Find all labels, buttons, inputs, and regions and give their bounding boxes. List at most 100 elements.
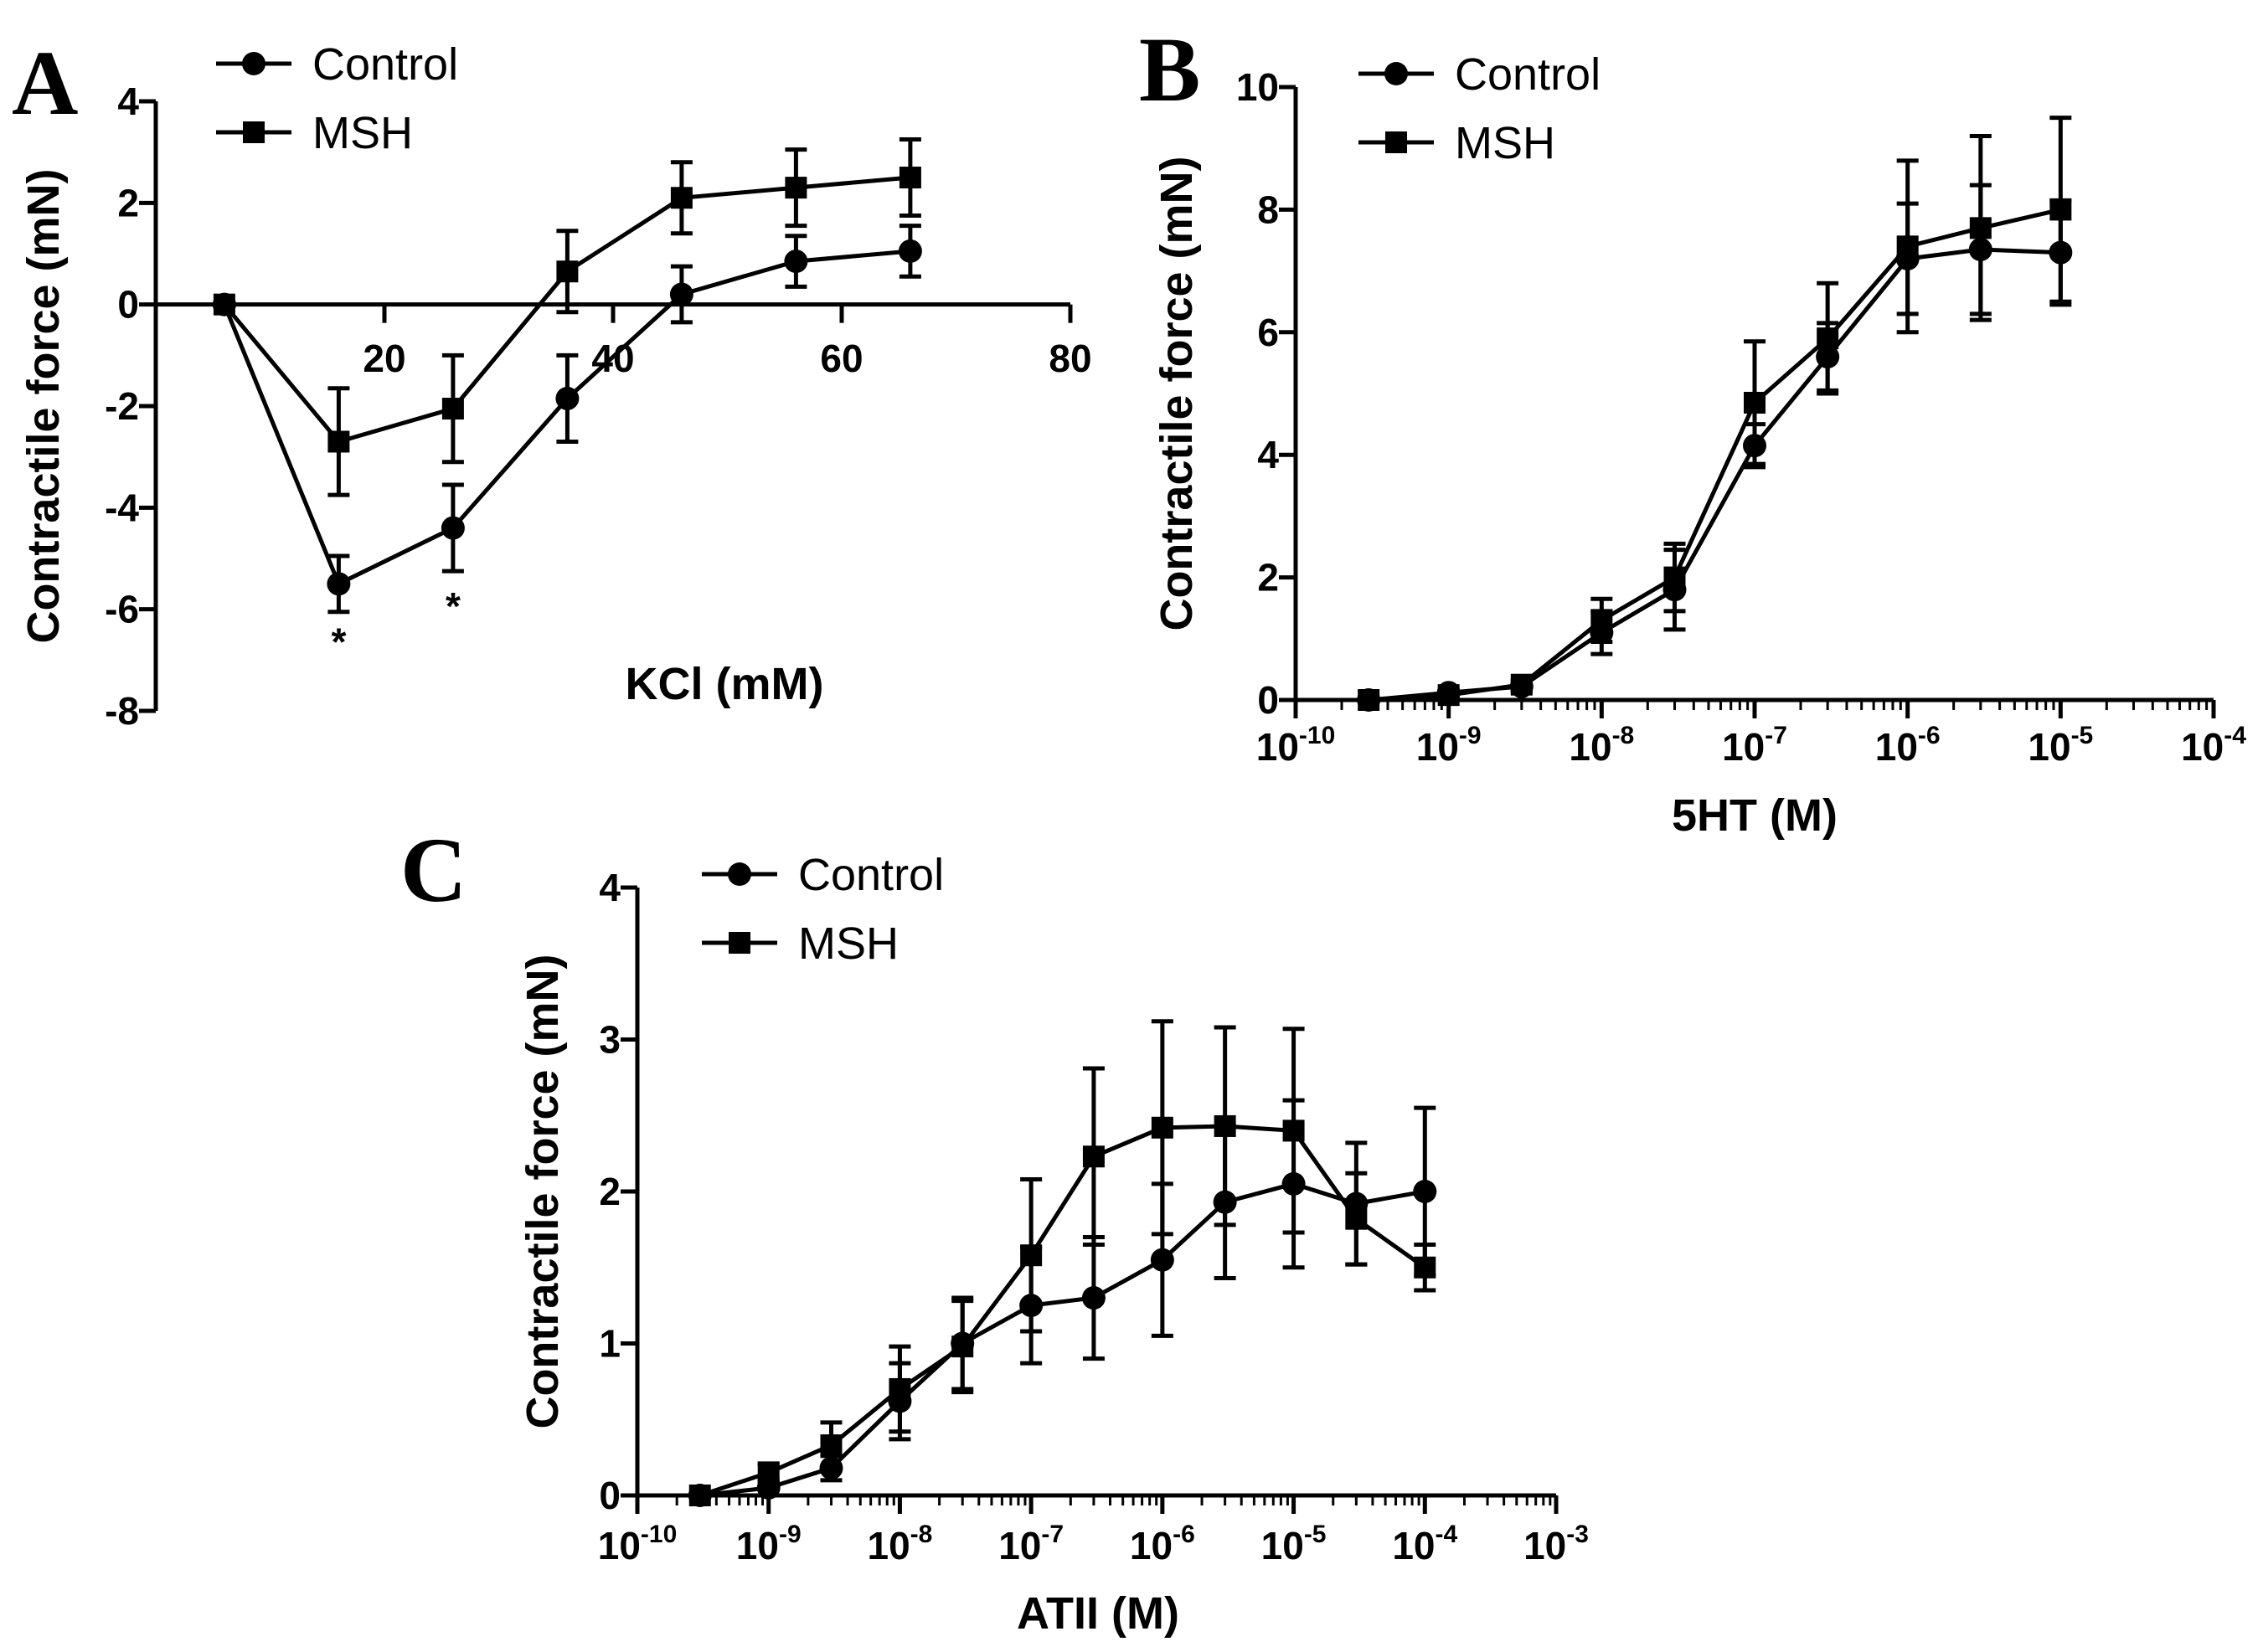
data-point-msh [1590,609,1613,631]
x-tick-label: 80 [1049,337,1091,380]
x-tick-label: 60 [820,337,863,380]
y-axis-title: Contractile force (mN) [18,168,69,643]
data-point-msh [1082,1145,1105,1168]
data-point-msh [951,1335,974,1358]
x-tick-label: 10-7 [998,1521,1064,1567]
x-tick-label: 10-5 [1261,1521,1327,1567]
series-line-msh [1369,207,2061,702]
data-point-control [555,386,580,410]
data-point-control [898,239,922,263]
legend-marker-square [729,932,750,954]
data-point-msh [1744,391,1766,414]
y-tick-label: -4 [105,486,139,529]
legend-marker-circle [242,52,265,75]
legend-label: MSH [1455,118,1555,168]
x-tick-label: 10-10 [598,1521,678,1567]
y-tick-label: -6 [105,588,139,631]
y-axis-title: Contractile force (mN) [1152,156,1202,630]
legend-label: MSH [798,919,899,969]
data-point-msh [757,1461,780,1484]
data-point-msh [1358,689,1380,711]
data-point-control [327,572,351,596]
data-point-msh [820,1434,843,1457]
y-tick-label: 8 [1257,188,1279,231]
data-point-control [1081,1286,1106,1310]
data-point-msh [441,398,464,420]
panel-letter: A [12,32,78,134]
y-tick-label: -8 [105,689,139,733]
significance-asterisk: * [446,584,461,628]
y-tick-label: 1 [599,1322,621,1366]
legend-marker-circle [1384,62,1408,85]
x-tick-label: 10-9 [736,1521,802,1567]
data-point-msh [1282,1119,1305,1142]
legend-label: MSH [312,108,413,158]
series-line-control [1368,247,2061,702]
legend-marker-square [243,121,265,143]
y-tick-label: 2 [599,1170,621,1213]
panel-c: C 0 1 2 3 4 Contractile force (mN) 10-10 10-9 10-… [400,819,1589,1639]
data-point-msh [1437,684,1460,707]
y-axis-title: Contractile force (mN) [518,954,568,1428]
x-tick-label: 10-4 [1392,1521,1457,1567]
data-point-msh [1510,673,1533,696]
x-axis-title: 5HT (M) [1672,790,1838,841]
x-axis-title: ATII (M) [1017,1588,1179,1639]
legend-label: Control [798,850,944,900]
y-tick-label: 0 [1257,678,1279,722]
data-point-msh [1345,1207,1368,1230]
panel-b: B 0 2 4 6 8 10 Contractile force (mN) 10-10 10-9 1… [1139,18,2246,841]
data-point-msh [1020,1244,1043,1267]
y-tick-label: 2 [1257,556,1279,600]
x-tick-label: 10-7 [1722,722,1787,769]
x-tick-label: 10-9 [1416,722,1482,769]
data-point-msh [1214,1114,1236,1137]
data-point-control [669,282,693,306]
x-tick-label: 10-3 [1523,1521,1589,1567]
x-tick-label: 10-4 [2181,722,2246,769]
data-point-msh [2049,198,2072,221]
y-tick-label: 0 [599,1474,621,1517]
legend-marker-circle [728,862,751,886]
data-point-msh [1414,1256,1436,1279]
y-tick-label: 6 [1257,311,1279,354]
data-point-msh [1969,217,1992,239]
data-point-control [784,250,808,274]
data-point-msh [1151,1116,1173,1139]
y-tick-label: 4 [117,80,139,123]
y-tick-label: -2 [105,384,139,428]
x-tick-label: 10-8 [1569,722,1634,769]
y-tick-label: 2 [117,181,139,224]
y-tick-label: 0 [117,283,139,327]
significance-asterisk: * [331,620,346,663]
data-point-msh [213,293,235,316]
x-tick-label: 10-6 [1130,1521,1195,1567]
series-line-msh [699,1124,1426,1498]
legend-label: Control [312,39,458,90]
y-tick-label: 3 [599,1018,621,1062]
y-tick-label: 4 [1257,433,1279,476]
data-point-msh [688,1485,711,1506]
x-tick-label: 10-5 [2028,722,2093,769]
x-axis-title: KCl (mM) [626,659,824,709]
series-line-control [699,1181,1425,1498]
data-point-msh [1896,235,1919,258]
data-point-control [1413,1180,1437,1203]
data-point-control [441,516,465,540]
x-tick-label: 10-10 [1256,722,1336,769]
data-point-msh [889,1377,911,1400]
data-point-msh [1817,327,1839,350]
data-point-msh [899,167,921,188]
legend-label: Control [1455,49,1601,100]
data-point-control [1150,1248,1174,1272]
data-point-msh [670,187,693,209]
y-tick-label: 10 [1236,65,1279,109]
data-point-msh [1663,566,1686,589]
data-point-msh [556,260,579,283]
legend-marker-square [1385,131,1407,153]
panel-letter: B [1139,18,1200,121]
panel-letter: C [400,819,467,921]
y-tick-label: 4 [599,866,621,909]
